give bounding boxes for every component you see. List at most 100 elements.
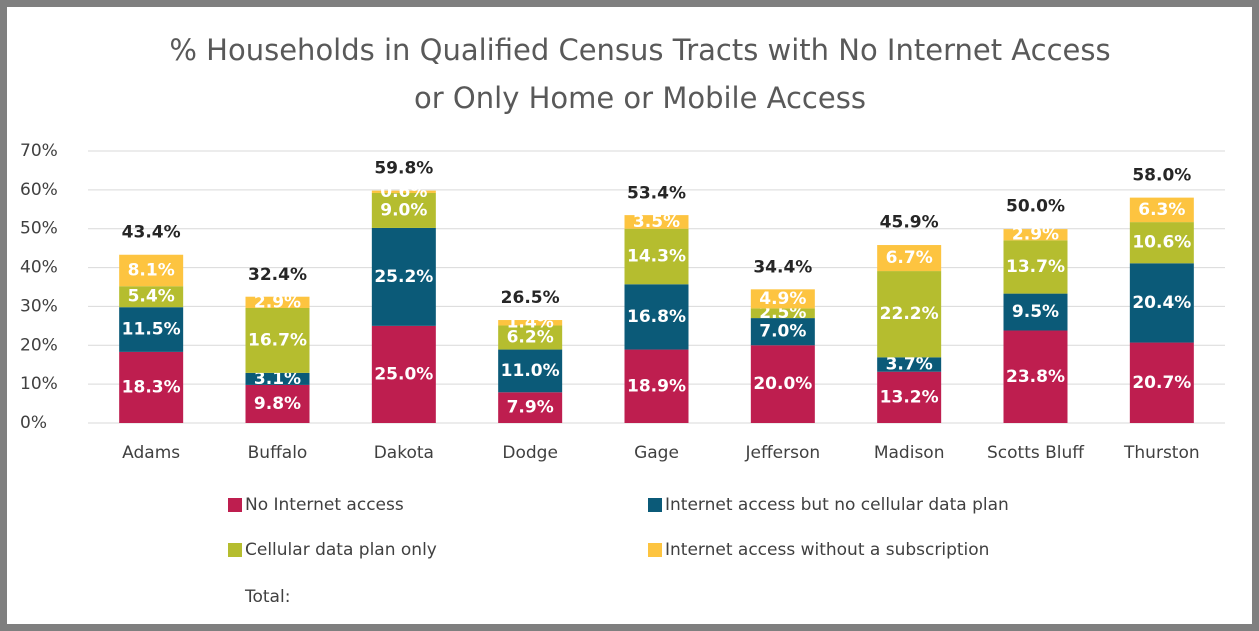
total-label: 32.4% (248, 265, 307, 285)
bar-segment (750, 289, 815, 309)
data-label: 6.7% (886, 248, 933, 268)
data-label: 3.1% (254, 369, 301, 389)
data-label: 6.2% (507, 328, 554, 348)
data-label: 2.9% (254, 292, 301, 312)
bar-segment (1129, 263, 1194, 343)
bar-segment (877, 371, 942, 423)
data-label: 5.4% (128, 287, 175, 307)
bar-segment (119, 286, 184, 308)
y-tick-label: 0% (20, 413, 47, 433)
data-label: 9.8% (254, 394, 301, 414)
bar-segment (498, 349, 563, 393)
data-label: 16.7% (248, 330, 307, 350)
x-tick-label: Buffalo (248, 443, 308, 463)
data-label: 14.3% (627, 246, 686, 266)
legend-swatch (648, 543, 662, 557)
legend-label: Total: (244, 587, 290, 607)
x-tick-label: Thurston (1123, 443, 1200, 463)
y-tick-label: 60% (20, 180, 58, 200)
bar-segment (371, 192, 436, 228)
data-label: 18.3% (122, 377, 181, 397)
bar-segment (624, 284, 689, 350)
total-label: 50.0% (1006, 197, 1065, 217)
total-label: 53.4% (627, 184, 686, 204)
y-tick-label: 10% (20, 374, 58, 394)
data-label: 9.0% (380, 200, 427, 220)
data-label: 13.7% (1006, 257, 1065, 277)
bar-segment (498, 325, 563, 350)
y-tick-label: 40% (20, 258, 58, 278)
data-label: 18.9% (627, 376, 686, 396)
bar-segment (119, 307, 184, 352)
data-label: 13.2% (880, 387, 939, 407)
data-label: 6.3% (1138, 200, 1185, 220)
data-label: 25.2% (374, 267, 433, 287)
data-label: 20.0% (753, 374, 812, 394)
x-tick-label: Gage (634, 443, 679, 463)
data-label: 4.9% (759, 289, 806, 309)
bar-segment (1003, 240, 1068, 294)
data-label: 7.0% (759, 322, 806, 342)
data-label: 3.5% (633, 212, 680, 232)
total-label: 58.0% (1132, 166, 1191, 186)
legend-swatch (648, 498, 662, 512)
y-tick-label: 50% (20, 219, 58, 239)
bar-segment (877, 357, 942, 372)
total-label: 59.8% (374, 159, 433, 179)
x-tick-label: Scotts Bluff (987, 443, 1085, 463)
x-tick-label: Madison (874, 443, 945, 463)
legend-swatch (228, 498, 242, 512)
x-tick-label: Adams (122, 443, 180, 463)
total-label: 26.5% (501, 288, 560, 308)
total-label: 43.4% (122, 222, 181, 242)
bar-segment (1129, 197, 1194, 223)
data-label: 16.8% (627, 307, 686, 327)
legend-label: Internet access without a subscription (665, 540, 989, 560)
total-label: 34.4% (753, 257, 812, 277)
bar-segment (245, 307, 310, 373)
data-label: 11.5% (122, 320, 181, 340)
bar-segment (750, 308, 815, 319)
legend-swatch (228, 543, 242, 557)
data-label: 0.6% (380, 182, 427, 202)
bar-segment (498, 320, 563, 326)
data-label: 22.2% (880, 304, 939, 324)
bar-segment (245, 296, 310, 308)
bar-segment (1003, 293, 1068, 331)
y-tick-label: 70% (20, 141, 58, 161)
total-label: 45.9% (880, 213, 939, 233)
bar-segment (119, 254, 184, 287)
bar-segment (1003, 330, 1068, 423)
chart-title: % Households in Qualified Census Tracts … (169, 33, 1110, 67)
data-label: 2.9% (1012, 225, 1059, 245)
bar-segment (877, 271, 942, 358)
data-label: 20.4% (1132, 293, 1191, 313)
bar-segment (245, 372, 310, 385)
bar-segment (750, 318, 815, 346)
bar-segment (624, 215, 689, 229)
legend-label: No Internet access (245, 495, 404, 515)
data-label: 3.7% (886, 355, 933, 375)
bar-segment (1003, 229, 1068, 241)
bar-segment (119, 351, 184, 423)
bar-segment (498, 392, 563, 423)
x-tick-label: Jefferson (744, 443, 820, 463)
data-label: 8.1% (128, 260, 175, 280)
bar-segment (877, 245, 942, 272)
bar-segment (245, 384, 310, 423)
data-label: 7.9% (507, 398, 554, 418)
chart-title: or Only Home or Mobile Access (414, 81, 866, 115)
data-label: 1.4% (507, 313, 554, 333)
bar-segment (624, 349, 689, 423)
bar-segment (1129, 222, 1194, 264)
data-label: 11.0% (501, 361, 560, 381)
legend-label: Internet access but no cellular data pla… (665, 495, 1009, 515)
data-label: 23.8% (1006, 367, 1065, 387)
bar-segment (750, 345, 815, 423)
data-label: 10.6% (1132, 233, 1191, 253)
y-tick-label: 30% (20, 296, 58, 316)
bar-segment (624, 228, 689, 285)
bar-segment (371, 190, 436, 193)
bar-segment (371, 227, 436, 326)
